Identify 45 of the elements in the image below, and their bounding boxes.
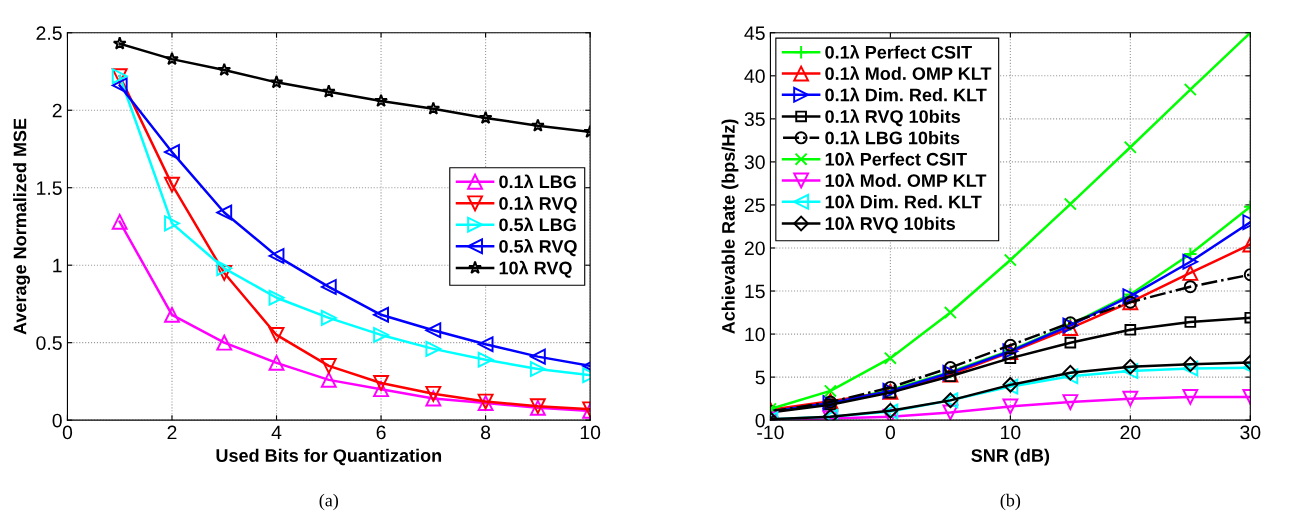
y-tick-label: 25 [744, 198, 765, 213]
x-tick-label: 30 [1240, 425, 1261, 440]
x-tick-label: 10 [580, 425, 601, 440]
x-axis-title: Used Bits for Quantization [216, 448, 442, 466]
legend-label: 0.1λ Perfect CSIT [825, 44, 972, 59]
x-tick-label: 0 [62, 425, 73, 440]
y-tick-label: 0 [52, 413, 62, 428]
x-tick-label: 8 [481, 425, 491, 440]
legend-label: 0.5λ LBG [499, 217, 576, 232]
y-tick-label: 30 [744, 155, 765, 170]
legend-label: 0.1λ RVQ [499, 196, 577, 214]
y-tick-label: 0.5 [36, 336, 62, 350]
x-tick-label: 0 [885, 425, 896, 440]
y-tick-label: 40 [744, 69, 765, 84]
text: (a) [319, 493, 339, 511]
y-tick-label: 45 [744, 26, 765, 40]
legend-label: 10λ Mod. OMP KLT [825, 173, 987, 187]
y-tick-label: 1.5 [37, 181, 62, 195]
y-tick-label: 2 [52, 103, 62, 118]
y-tick-label: 10 [745, 327, 765, 342]
legend-label: 10λ RVQ [499, 260, 572, 278]
y-tick-label: 2.5 [36, 26, 62, 40]
y-axis-title: Achievable Rate (bps/Hz) [721, 119, 739, 334]
x-tick-label: 2 [167, 425, 177, 440]
legend-label: 0.5λ RVQ [499, 239, 577, 257]
legend-label: 0.1λ LBG [499, 174, 576, 189]
y-tick-label: 20 [744, 241, 765, 256]
x-tick-label: 20 [1120, 425, 1141, 440]
y-axis-title: Average Normalized MSE [13, 118, 30, 335]
y-tick-label: 35 [744, 112, 765, 127]
x-tick-label: 6 [376, 425, 386, 440]
x-axis-title: SNR (dB) [971, 448, 1050, 466]
y-tick-label: 5 [755, 370, 765, 385]
text: (b) [1000, 493, 1021, 511]
legend-label: 0.1λ RVQ 10bits [825, 109, 961, 127]
legend-label: 10λ Dim. Red. KLT [825, 194, 982, 209]
legend-label: 0.1λ Dim. Red. KLT [825, 87, 987, 102]
legend-label: 10λ RVQ 10bits [825, 216, 955, 234]
legend-label: 0.1λ LBG 10bits [825, 130, 960, 145]
y-tick-label: 15 [745, 284, 765, 299]
y-tick-label: 1 [53, 258, 62, 273]
x-tick-label: 10 [1001, 425, 1021, 440]
legend-label: 10λ Perfect CSIT [825, 151, 967, 166]
legend-label: 0.1λ Mod. OMP KLT [825, 66, 992, 81]
x-tick-label: 4 [271, 425, 282, 440]
